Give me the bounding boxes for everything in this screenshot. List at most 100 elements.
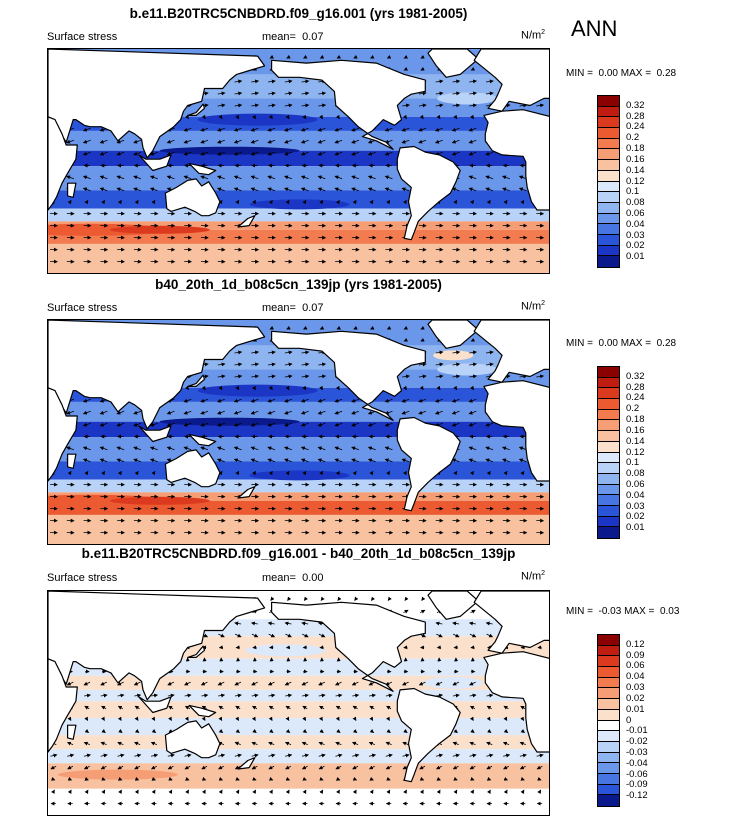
landmass-madagascar xyxy=(67,182,77,198)
colorbar-tick-label: 0.1 xyxy=(626,457,640,469)
panel-3-units: N/m2 xyxy=(521,570,545,583)
colorbar-tick-label: 0.24 xyxy=(626,121,645,133)
wind-stress-vector xyxy=(267,127,276,132)
wind-stress-vector xyxy=(201,114,206,120)
wind-stress-vector xyxy=(317,175,326,180)
wind-stress-vector xyxy=(167,753,175,758)
wind-stress-vector xyxy=(371,596,376,601)
wind-stress-vector xyxy=(351,187,360,192)
wind-stress-vector xyxy=(84,199,89,205)
wind-stress-vector xyxy=(268,199,273,205)
wind-stress-vector xyxy=(435,621,443,626)
diff-band-antarctic xyxy=(48,788,549,815)
wind-stress-vector xyxy=(99,446,108,451)
wind-stress-vector xyxy=(218,693,226,698)
wind-stress-vector xyxy=(184,693,192,698)
wind-stress-vector xyxy=(318,693,326,698)
colorbar-swatch xyxy=(598,106,619,118)
wind-stress-vector xyxy=(369,705,375,710)
wind-stress-vector xyxy=(251,103,260,108)
wind-stress-vector xyxy=(469,350,478,355)
colorbar-tick-label: 0.03 xyxy=(626,682,645,694)
panel-2-map-svg xyxy=(48,320,549,544)
wind-stress-vector xyxy=(469,741,476,746)
stress-min-patch xyxy=(249,199,350,210)
diff-positive-patch xyxy=(57,769,178,780)
wind-stress-vector xyxy=(117,199,122,205)
landmass-new-guinea xyxy=(188,433,217,447)
landmass-eurasia xyxy=(48,49,266,159)
panel-1-units: N/m2 xyxy=(521,29,545,42)
colorbar-tick-label: 0.2 xyxy=(626,132,640,144)
wind-stress-vector xyxy=(335,385,340,391)
wind-stress-vector xyxy=(520,716,524,722)
colorbar-swatch xyxy=(598,213,619,225)
wind-stress-vector xyxy=(200,422,209,427)
wind-stress-vector xyxy=(168,716,172,722)
wind-stress-vector xyxy=(335,716,340,722)
wind-stress-vector xyxy=(335,470,340,476)
panel-2-units-base: N/m xyxy=(521,300,542,313)
colorbar-swatch xyxy=(598,420,619,432)
wind-stress-vector xyxy=(184,114,189,120)
wind-stress-vector xyxy=(200,446,209,451)
landmass-new-zealand xyxy=(237,215,256,228)
wind-stress-vector xyxy=(251,753,259,758)
wind-stress-vector xyxy=(403,729,408,734)
colorbar-swatch xyxy=(598,527,619,538)
colorbar-swatch xyxy=(598,202,619,214)
wind-stress-vector xyxy=(234,621,242,626)
wind-stress-vector xyxy=(217,458,225,463)
wind-stress-vector xyxy=(217,151,225,156)
wind-stress-vector xyxy=(384,127,393,132)
panel-3-mean: mean= 0.00 xyxy=(262,572,324,584)
wind-stress-vector xyxy=(435,681,443,686)
wind-stress-vector xyxy=(134,765,141,770)
panel-2-minmax: MIN = 0.00 MAX = 0.28 xyxy=(566,338,676,349)
landmass-borneo-sumatra xyxy=(138,696,172,714)
wind-stress-vector xyxy=(384,175,393,180)
wind-stress-vector xyxy=(184,385,189,391)
wind-stress-vector xyxy=(99,410,108,415)
wind-stress-vector xyxy=(384,446,393,451)
wind-stress-vector xyxy=(434,410,443,415)
panel-1-colorbar xyxy=(597,95,620,268)
colorbar-swatch xyxy=(598,149,619,161)
wind-stress-vector xyxy=(420,325,425,330)
colorbar-tick-label: 0.09 xyxy=(626,649,645,661)
landmass-north-america xyxy=(271,59,426,150)
wind-stress-vector xyxy=(318,91,327,96)
colorbar-swatch xyxy=(598,516,619,528)
wind-stress-vector xyxy=(217,398,225,403)
wind-stress-vector xyxy=(353,54,358,59)
wind-stress-vector xyxy=(319,789,324,794)
wind-stress-vector xyxy=(267,446,276,451)
wind-stress-vector xyxy=(217,681,225,686)
wind-stress-vector xyxy=(217,127,225,132)
wind-stress-vector xyxy=(82,458,91,463)
wind-stress-vector xyxy=(82,398,91,403)
colorbar-swatch xyxy=(598,452,619,464)
landmass-south-america xyxy=(396,145,461,241)
stress-max-patch xyxy=(109,225,210,234)
wind-stress-vector xyxy=(468,422,477,427)
wind-stress-vector xyxy=(284,175,292,180)
wind-stress-vector xyxy=(166,446,175,451)
wind-stress-vector xyxy=(151,470,156,476)
colorbar-swatch xyxy=(598,431,619,442)
landmass-africa-west xyxy=(483,651,549,753)
wind-stress-vector xyxy=(267,374,276,379)
wind-stress-vector xyxy=(151,716,156,722)
wind-stress-vector xyxy=(67,776,73,781)
panel-3-map xyxy=(47,590,550,816)
stress-min-patch xyxy=(159,146,300,155)
colorbar-swatch xyxy=(598,731,619,742)
wind-stress-vector xyxy=(300,175,309,180)
wind-stress-vector xyxy=(418,139,427,144)
wind-stress-vector xyxy=(318,765,325,770)
wind-stress-vector xyxy=(486,633,494,638)
wind-stress-vector xyxy=(217,91,226,96)
wind-stress-vector xyxy=(468,398,477,403)
wind-stress-vector xyxy=(386,789,391,794)
wind-stress-vector xyxy=(402,114,407,120)
